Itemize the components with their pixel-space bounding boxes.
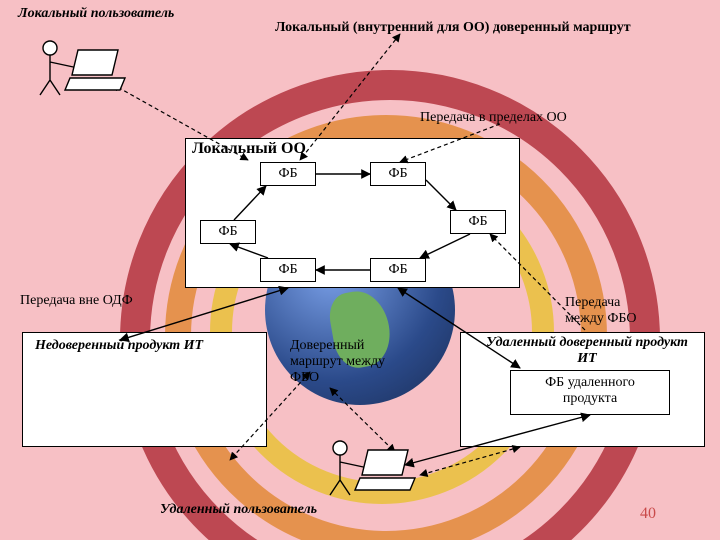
transfer-out-odf-label: Передача вне ОДФ (20, 293, 133, 309)
fb-node: ФБ (450, 210, 506, 234)
fb-node: ФБ (200, 220, 256, 244)
fb-node: ФБ (370, 258, 426, 282)
local-oo-label: Локальный ОО (192, 140, 306, 158)
local-user-label: Локальный пользователь (18, 6, 174, 22)
transfer-between-label: Передача между ФБО (565, 295, 636, 327)
fb-remote-product-label: ФБ удаленного продукта (530, 375, 650, 407)
untrusted-it-label: Недоверенный продукт ИТ (35, 338, 203, 354)
fb-node: ФБ (370, 162, 426, 186)
remote-trusted-it-label: Удаленный доверенный продукт ИТ (472, 335, 702, 367)
remote-user-label: Удаленный пользователь (160, 502, 317, 518)
trusted-path-label: Локальный (внутренний для ОО) доверенный… (275, 20, 631, 36)
fb-node: ФБ (260, 162, 316, 186)
transfer-in-oo-label: Передача в пределах ОО (420, 110, 567, 126)
trusted-path-fbo-label: Доверенный маршрут между ФБО (290, 338, 385, 386)
page-number: 40 (640, 505, 656, 523)
fb-node: ФБ (260, 258, 316, 282)
